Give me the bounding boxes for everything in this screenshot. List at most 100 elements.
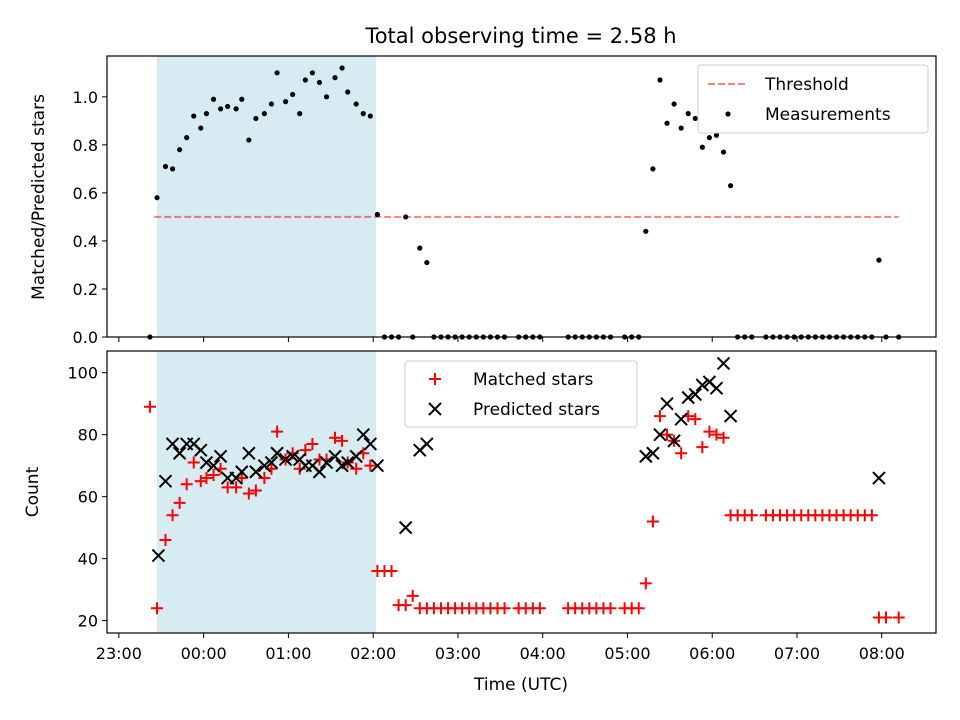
predicted-star-point xyxy=(172,446,187,460)
x-tick-label: 23:00 xyxy=(96,644,142,663)
predicted-star-point xyxy=(639,449,653,464)
matched-star-point xyxy=(235,472,248,485)
predicted-star-point xyxy=(349,449,363,464)
x-tick-label: 04:00 xyxy=(520,644,566,663)
predicted-star-point xyxy=(151,548,166,563)
measurement-point xyxy=(169,166,176,172)
top-x-ticks xyxy=(118,337,883,342)
measurement-point xyxy=(184,135,190,141)
predicted-star-point xyxy=(872,471,886,485)
predicted-star-point xyxy=(667,434,681,448)
measurement-point xyxy=(671,101,677,107)
predicted-star-point xyxy=(688,387,702,402)
matched-star-point xyxy=(200,472,213,485)
measurement-point xyxy=(191,113,197,119)
bottom-x-ticks: 23:00 00:00 01:00 02:00 03:00 04:00 05:00 06:00… xyxy=(96,633,905,663)
measurement-point xyxy=(403,214,409,220)
x-tick-label: 00:00 xyxy=(181,644,227,663)
measurement-point xyxy=(706,135,712,141)
measurement-point xyxy=(876,257,882,263)
matched-star-point xyxy=(207,468,220,481)
predicted-star-point xyxy=(341,455,355,470)
top-y-axis-label: Matched/Predicted stars xyxy=(29,94,49,300)
bottom-y-axis-label: Count xyxy=(23,466,43,517)
measurement-point xyxy=(217,106,224,112)
matched-star-point xyxy=(173,496,186,509)
matched-star-point xyxy=(696,441,709,454)
matched-star-point xyxy=(143,400,156,413)
matched-star-point xyxy=(166,509,179,522)
predicted-star-point xyxy=(242,446,256,460)
top-legend: Threshold Measurements xyxy=(697,64,929,134)
x-tick-label: 02:00 xyxy=(350,644,396,663)
predicted-star-point xyxy=(709,381,724,395)
matched-star-point xyxy=(661,428,674,441)
predicted-star-point xyxy=(328,449,342,464)
matched-star-point xyxy=(230,481,243,494)
measurement-point xyxy=(246,137,252,143)
predicted-star-point xyxy=(312,465,327,479)
x-axis-label: Time (UTC) xyxy=(473,675,568,695)
matched-star-point xyxy=(689,413,702,426)
measurement-point xyxy=(282,99,289,105)
top-y-tick-label: 0.0 xyxy=(73,328,98,347)
predicted-star-point xyxy=(270,446,284,460)
measurement-point xyxy=(239,96,245,102)
matched-star-point xyxy=(710,428,723,441)
measurement-point xyxy=(678,125,684,131)
predicted-star-point xyxy=(674,412,688,426)
matched-star-point xyxy=(364,459,377,472)
measurement-point xyxy=(367,113,373,119)
predicted-star-point xyxy=(194,443,208,457)
predicted-star-point xyxy=(681,390,695,405)
matched-star-point xyxy=(892,611,905,624)
top-axes-frame xyxy=(106,55,937,338)
threshold-legend-label: Threshold xyxy=(764,75,849,95)
measurement-point xyxy=(198,125,204,131)
matched-star-point xyxy=(865,509,878,522)
top-y-tick-label: 0.4 xyxy=(73,232,98,251)
top-y-tick-label: 0.8 xyxy=(73,136,98,155)
matched-star-point xyxy=(187,456,200,469)
top-y-ticks: 0.0 0.2 0.4 0.6 0.8 1.0 xyxy=(73,88,107,347)
measurement-point xyxy=(274,70,280,76)
top-y-tick-label: 0.6 xyxy=(73,184,98,203)
x-tick-label: 07:00 xyxy=(774,644,820,663)
predicted-star-point xyxy=(257,458,272,473)
measurement-point xyxy=(664,120,670,126)
predicted-star-point xyxy=(398,520,413,535)
predicted-star-point xyxy=(370,458,385,473)
matched-star-point xyxy=(604,602,617,615)
top-panel: 0.0 0.2 0.4 0.6 0.8 1.0 Matched/Predicted sta… xyxy=(29,55,937,347)
predicted-legend-label: Predicted stars xyxy=(473,400,600,420)
predicted-star-point xyxy=(278,452,293,467)
measurement-point xyxy=(323,94,330,100)
measurement-point xyxy=(727,183,734,189)
predicted-star-point xyxy=(723,409,738,423)
matched-star-point xyxy=(879,611,892,624)
matched-star-point xyxy=(306,437,319,450)
measurement-point xyxy=(297,111,303,117)
measurement-point xyxy=(713,132,720,138)
predicted-star-point xyxy=(716,356,731,371)
bottom-axes-frame xyxy=(106,350,937,634)
predicted-star-point xyxy=(165,437,180,451)
predicted-star-point xyxy=(249,465,263,479)
matched-star-point xyxy=(293,462,306,475)
measurement-point xyxy=(225,103,231,110)
measurement-point xyxy=(162,163,169,170)
measurement-point xyxy=(268,101,275,107)
predicted-star-point xyxy=(420,437,434,451)
bottom-highlight-span xyxy=(157,351,376,633)
measurement-point xyxy=(360,111,366,117)
bottom-legend: Matched stars Predicted stars xyxy=(404,360,638,428)
measurement-point xyxy=(290,91,296,98)
matched-star-point xyxy=(745,509,758,522)
predicted-star-point xyxy=(363,437,378,451)
x-tick-label: 06:00 xyxy=(689,644,735,663)
bottom-legend-box xyxy=(404,360,638,428)
measurement-point xyxy=(353,101,359,107)
predicted-star-point xyxy=(319,455,334,470)
matched-star-point xyxy=(258,472,271,485)
measurements-legend-label: Measurements xyxy=(765,105,891,125)
